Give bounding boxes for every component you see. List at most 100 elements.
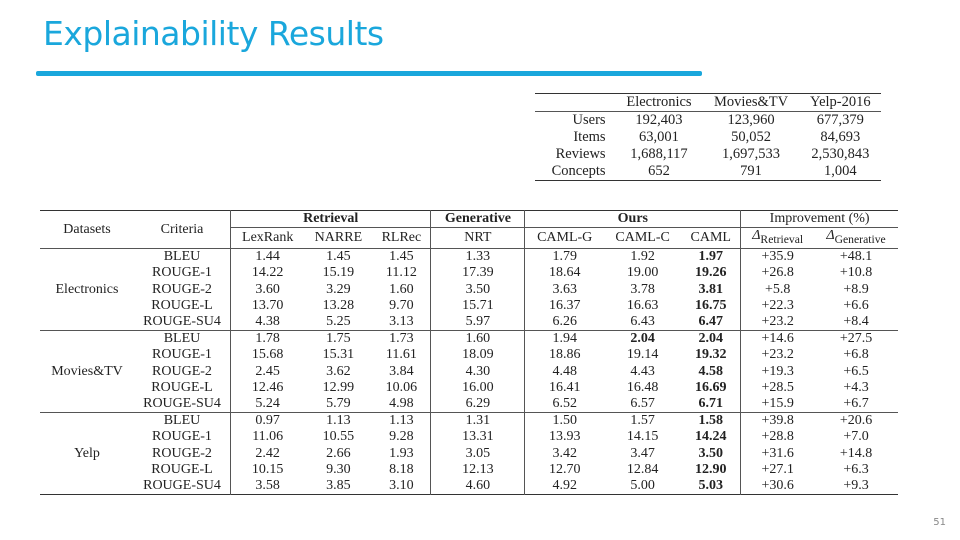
stats-row-label: Concepts [551, 163, 606, 179]
score-cell: 19.00 [626, 265, 659, 281]
header-criteria: Criteria [134, 210, 231, 250]
score-cell: 1.13 [372, 412, 432, 430]
score-cell: 3.47 [630, 445, 655, 461]
improvement-cell: +27.5 [814, 330, 898, 348]
stats-row-label: Reviews [555, 146, 606, 162]
score-cell: 12.99 [322, 379, 355, 395]
stats-cell: 1,004 [824, 163, 857, 179]
stats-header-movies: Movies&TV [702, 93, 800, 112]
criteria-cell: ROUGE-SU4 [134, 478, 231, 495]
criteria-cell: BLEU [134, 248, 231, 266]
criteria-cell: ROUGE-L [134, 379, 231, 397]
score-cell: 16.48 [626, 379, 659, 395]
score-cell: 4.30 [430, 363, 526, 380]
explainability-results-table: Datasets Criteria Retrieval Generative O… [40, 210, 898, 496]
score-cell: 19.14 [626, 347, 659, 363]
score-cell: 3.13 [372, 314, 432, 331]
criteria-cell: ROUGE-1 [134, 347, 231, 364]
col-caml-g: CAML-G [524, 227, 604, 250]
stats-row-label: Items [573, 129, 606, 145]
improvement-cell: +14.8 [839, 445, 873, 461]
score-cell: 9.30 [326, 461, 351, 477]
dataset-group: Electronics BLEU 1.44 1.45 1.45 1.33 1.79 1.92 1… [40, 248, 898, 331]
score-cell: 1.13 [304, 412, 373, 430]
stats-row: Reviews 1,688,117 1,697,533 2,530,843 [535, 146, 881, 163]
stats-header-blank [535, 93, 616, 112]
delta-symbol: Δ [826, 228, 835, 244]
score-cell: 2.42 [255, 445, 280, 461]
score-cell: 4.58 [681, 363, 742, 380]
stats-row: Concepts 652 791 1,004 [535, 163, 881, 181]
criteria-cell: BLEU [134, 330, 231, 348]
table-row: ROUGE-2 2.45 3.62 3.84 4.30 4.48 4.43 4.58 +19.3… [40, 363, 898, 380]
score-cell: 13.93 [548, 429, 581, 445]
score-cell: 12.70 [548, 461, 581, 477]
stats-table-body: Users 192,403 123,960 677,379 Items 63,001 50,… [535, 112, 881, 181]
score-cell: 16.63 [626, 297, 659, 313]
criteria-cell: ROUGE-L [134, 297, 231, 315]
improvement-cell: +30.6 [761, 478, 794, 494]
stats-cell: 1,688,117 [630, 146, 688, 162]
improvement-cell: +20.6 [814, 412, 898, 430]
score-cell: 15.31 [322, 347, 355, 363]
score-cell: 6.26 [552, 314, 577, 330]
score-cell: 3.50 [430, 281, 526, 298]
score-cell: 8.18 [372, 461, 432, 479]
score-cell: 6.57 [630, 396, 655, 412]
score-cell: 1.45 [372, 248, 432, 266]
criteria-cell: ROUGE-1 [134, 429, 231, 446]
score-cell: 4.92 [552, 478, 577, 494]
header-retrieval: Retrieval [230, 210, 432, 229]
stats-cell: 652 [648, 163, 670, 179]
improvement-cell: +35.9 [761, 249, 794, 265]
score-cell: 3.84 [372, 363, 432, 380]
improvement-cell: +39.8 [740, 412, 815, 430]
improvement-cell: +15.9 [761, 396, 794, 412]
improvement-cell: +10.8 [839, 265, 873, 281]
improvement-cell: +5.8 [764, 281, 791, 297]
stats-cell: 50,052 [731, 129, 771, 145]
score-cell: 4.48 [552, 363, 577, 379]
delta-symbol: Δ [752, 228, 761, 244]
score-cell: 3.81 [681, 281, 742, 298]
score-cell: 3.29 [326, 281, 351, 297]
table-row: ROUGE-1 11.06 10.55 9.28 13.31 13.93 14.15 14.2… [40, 429, 898, 446]
stats-header-electronics: Electronics [615, 93, 703, 112]
stats-cell: 123,960 [727, 112, 775, 128]
stats-row: Items 63,001 50,052 84,693 [535, 129, 881, 146]
improvement-cell: +6.6 [843, 297, 869, 313]
score-cell: 3.78 [630, 281, 655, 297]
score-cell: 3.63 [552, 281, 577, 297]
score-cell: 14.24 [681, 429, 742, 446]
score-cell: 13.28 [322, 297, 355, 313]
score-cell: 16.37 [548, 297, 581, 313]
score-cell: 1.60 [430, 330, 526, 348]
criteria-cell: ROUGE-2 [134, 281, 231, 298]
score-cell: 3.85 [326, 478, 351, 494]
score-cell: 16.00 [430, 379, 526, 397]
improvement-cell: +28.5 [761, 379, 794, 395]
slide-title: Explainability Results [43, 14, 384, 53]
col-rlrec: RLRec [372, 227, 432, 250]
table-row: ROUGE-SU4 5.24 5.79 4.98 6.29 6.52 6.57 6.71 +15… [40, 396, 898, 413]
score-cell: 2.45 [255, 363, 280, 379]
stats-cell: 192,403 [635, 112, 683, 128]
stats-cell: 791 [740, 163, 762, 179]
dataset-name: Movies&TV [40, 330, 134, 413]
score-cell: 3.60 [255, 281, 280, 297]
improvement-cell: +14.6 [740, 330, 815, 348]
header-generative: Generative [430, 210, 526, 229]
dataset-name: Electronics [55, 281, 119, 297]
table-row: ROUGE-2 3.60 3.29 1.60 3.50 3.63 3.78 3.81 +5.8 +… [40, 281, 898, 298]
score-cell: 0.97 [230, 412, 305, 430]
score-cell: 2.04 [603, 330, 682, 348]
score-cell: 12.46 [251, 379, 284, 395]
improvement-cell: +48.1 [839, 249, 873, 265]
score-cell: 14.22 [251, 265, 284, 281]
score-cell: 16.69 [681, 379, 742, 397]
improvement-cell: +6.8 [843, 347, 869, 363]
score-cell: 4.38 [255, 314, 280, 330]
dataset-group: Movies&TV BLEU 1.78 1.75 1.73 1.60 1.94 2.04 2.0… [40, 330, 898, 413]
score-cell: 1.50 [524, 412, 604, 430]
stats-row: Users 192,403 123,960 677,379 [535, 112, 881, 130]
